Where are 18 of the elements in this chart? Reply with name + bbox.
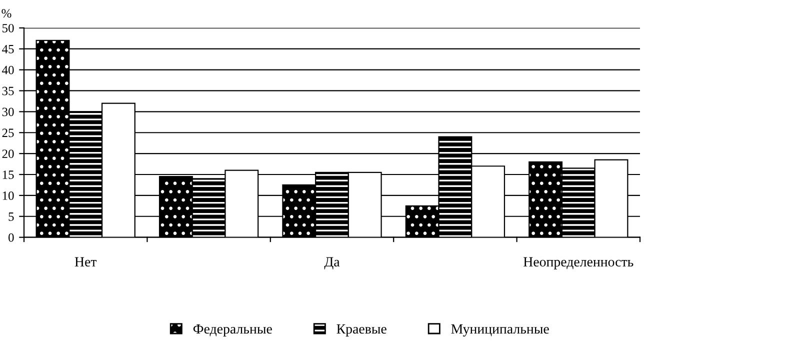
x-tick-label: Нет — [74, 257, 97, 267]
y-tick-label: 20 — [2, 150, 14, 158]
y-tick-label: 35 — [2, 86, 14, 96]
legend-label: Федеральные — [193, 324, 272, 336]
y-tick-label: 45 — [2, 44, 14, 54]
y-tick-label: 0 — [8, 233, 14, 242]
y-tick-label: 25 — [2, 128, 14, 138]
legend-label: Муниципальные — [451, 324, 549, 336]
y-tick-label: 30 — [2, 108, 14, 116]
legend-label: Краевые — [336, 324, 386, 336]
y-tick-label: 10 — [2, 191, 14, 200]
y-axis-title: % — [2, 9, 12, 18]
x-tick-label: Да — [324, 257, 340, 270]
y-tick-label: 5 — [8, 212, 14, 221]
x-tick-label: Неопределенность — [524, 257, 634, 270]
y-tick-label: 40 — [2, 66, 14, 74]
y-tick-label: 50 — [2, 24, 14, 32]
y-tick-label: 15 — [2, 170, 14, 179]
